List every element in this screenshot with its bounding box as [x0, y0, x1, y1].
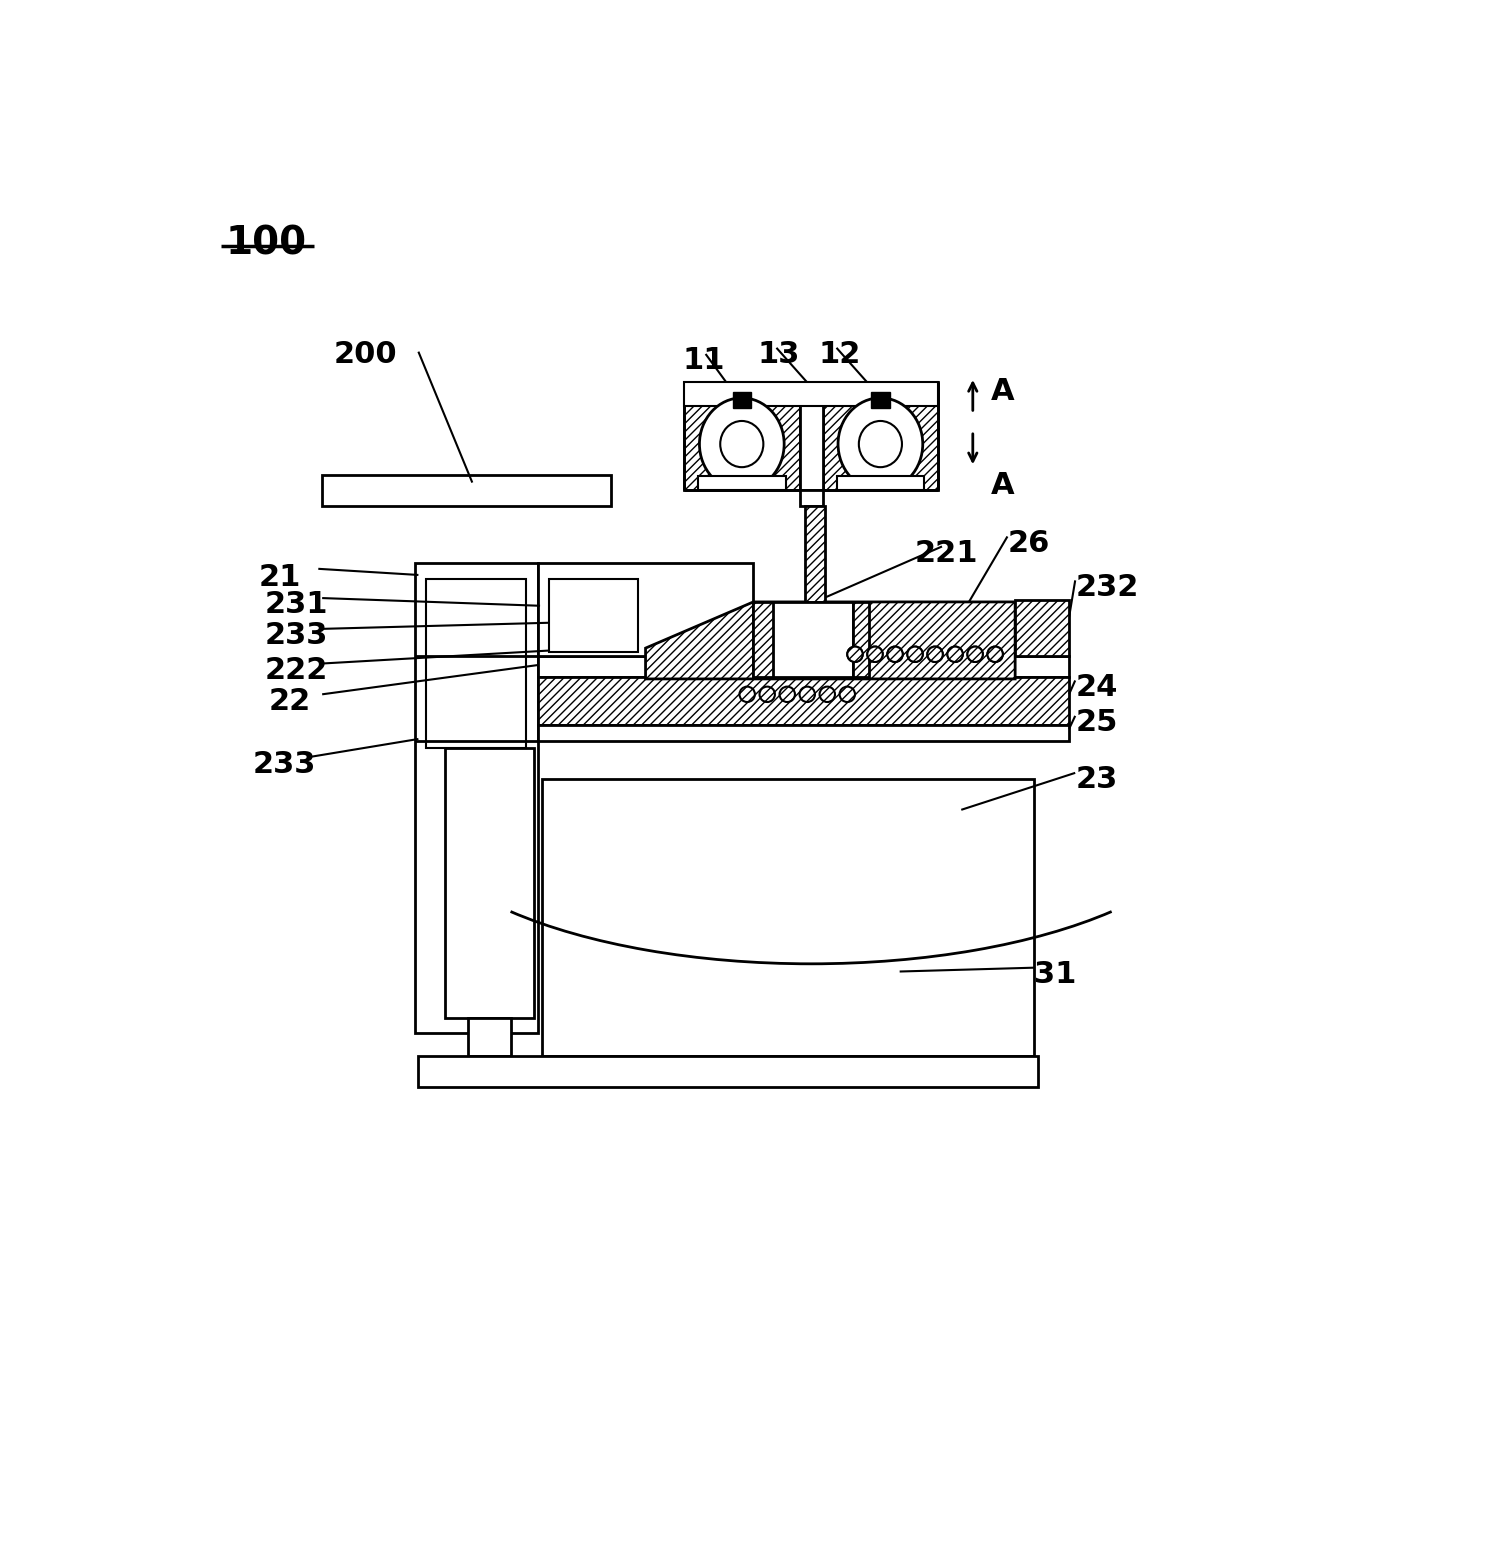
Text: 200: 200 [333, 340, 398, 369]
Bar [542, 779, 1035, 1056]
Text: 23: 23 [1076, 765, 1118, 794]
Bar [800, 383, 822, 490]
Bar [684, 383, 800, 490]
Bar [806, 506, 825, 606]
Ellipse shape [720, 420, 764, 467]
Text: 12: 12 [819, 340, 861, 369]
Text: 26: 26 [1008, 529, 1050, 558]
Ellipse shape [699, 399, 784, 490]
Ellipse shape [800, 687, 814, 703]
Ellipse shape [888, 647, 903, 662]
Ellipse shape [927, 647, 944, 662]
Bar [468, 1017, 512, 1056]
Ellipse shape [908, 647, 922, 662]
Text: 25: 25 [1076, 709, 1118, 737]
Ellipse shape [888, 647, 903, 662]
Polygon shape [753, 602, 853, 678]
Text: A: A [990, 472, 1014, 499]
Ellipse shape [927, 647, 944, 662]
Bar [426, 579, 526, 748]
Bar [871, 392, 889, 408]
Bar [837, 476, 924, 490]
Polygon shape [645, 602, 1016, 679]
Bar [419, 1056, 1038, 1087]
Ellipse shape [968, 647, 982, 662]
Polygon shape [853, 602, 868, 678]
Polygon shape [753, 602, 772, 678]
Text: 11: 11 [682, 346, 724, 375]
Bar [322, 475, 610, 506]
Ellipse shape [839, 399, 922, 490]
Ellipse shape [867, 647, 882, 662]
Bar [446, 748, 534, 1017]
Ellipse shape [859, 420, 901, 467]
Ellipse shape [948, 647, 963, 662]
Text: 231: 231 [264, 591, 328, 619]
Bar [549, 579, 638, 651]
Ellipse shape [948, 647, 963, 662]
Text: 21: 21 [260, 563, 302, 592]
Bar [822, 383, 938, 490]
Bar [732, 392, 752, 408]
Text: 100: 100 [226, 225, 308, 262]
Text: 233: 233 [254, 749, 316, 779]
Ellipse shape [987, 647, 1004, 662]
Ellipse shape [840, 687, 855, 703]
Text: 24: 24 [1076, 673, 1118, 701]
Ellipse shape [847, 647, 862, 662]
Ellipse shape [740, 687, 754, 703]
Ellipse shape [819, 687, 836, 703]
Bar [537, 726, 1070, 740]
Ellipse shape [987, 647, 1004, 662]
Text: 232: 232 [1076, 574, 1138, 602]
Bar [772, 602, 853, 670]
Text: 22: 22 [268, 687, 310, 715]
Text: A: A [990, 377, 1014, 406]
Text: 31: 31 [1035, 960, 1077, 990]
Text: 222: 222 [264, 656, 328, 686]
Bar [800, 490, 822, 506]
Text: 13: 13 [758, 340, 800, 369]
Bar [537, 678, 1070, 726]
Bar [698, 476, 786, 490]
Ellipse shape [847, 647, 862, 662]
Bar [414, 563, 537, 1033]
Ellipse shape [780, 687, 795, 703]
Bar [684, 383, 938, 405]
Bar [537, 656, 1070, 678]
Bar [1016, 600, 1070, 656]
Ellipse shape [867, 647, 882, 662]
Text: 233: 233 [264, 620, 328, 650]
Ellipse shape [908, 647, 922, 662]
Bar [537, 563, 753, 656]
Text: 221: 221 [915, 538, 978, 568]
Ellipse shape [968, 647, 982, 662]
Ellipse shape [759, 687, 776, 703]
